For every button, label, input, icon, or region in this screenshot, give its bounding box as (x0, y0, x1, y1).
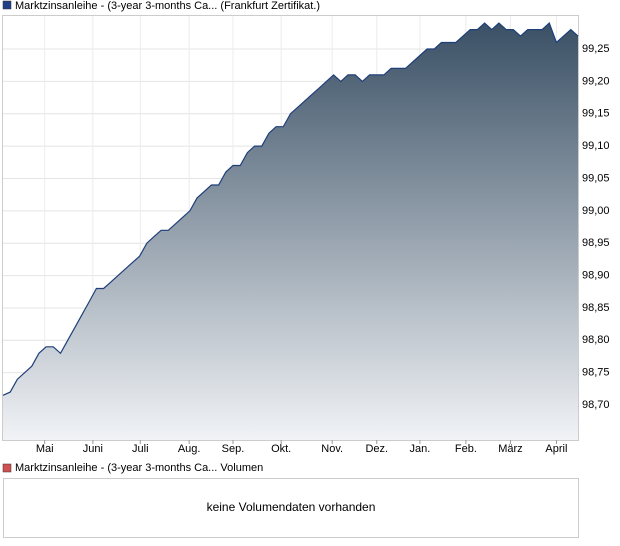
y-tick-label: 99,05 (582, 172, 610, 184)
legend-label: Marktzinsanleihe - (3-year 3-months Ca..… (15, 462, 263, 474)
y-tick-label: 98,80 (582, 334, 610, 346)
y-tick-label: 99,20 (582, 75, 610, 87)
y-tick-label: 98,75 (582, 367, 610, 379)
y-tick-label: 98,85 (582, 302, 610, 314)
x-tick-label: März (498, 443, 522, 455)
x-tick-label: Dez. (365, 443, 388, 455)
y-tick-label: 98,90 (582, 269, 610, 281)
area-fill (3, 23, 578, 440)
y-tick-label: 99,10 (582, 140, 610, 152)
volume-frame (3, 478, 579, 538)
legend-swatch (2, 0, 12, 10)
y-tick-label: 99,25 (582, 43, 610, 55)
price-line (2, 22, 579, 396)
legend-label: Marktzinsanleihe - (3-year 3-months Ca..… (15, 0, 320, 12)
y-tick-label: 99,00 (582, 205, 610, 217)
x-tick-label: Juli (132, 443, 149, 455)
x-tick-label: Okt. (271, 443, 291, 455)
x-tick-label: April (545, 443, 567, 455)
x-tick-label: Mai (36, 443, 54, 455)
y-tick-label: 98,95 (582, 237, 610, 249)
y-tick-label: 99,15 (582, 108, 610, 120)
x-tick-label: Sep. (222, 443, 245, 455)
x-tick-label: Aug. (178, 443, 201, 455)
x-tick-label: Jan. (409, 443, 430, 455)
y-tick-label: 98,70 (582, 399, 610, 411)
annotation: keine Volumendaten vorhanden (207, 500, 376, 514)
x-tick-label: Juni (83, 443, 103, 455)
x-tick-label: Nov. (321, 443, 343, 455)
legend-swatch (2, 463, 12, 473)
x-tick-label: Feb. (455, 443, 477, 455)
